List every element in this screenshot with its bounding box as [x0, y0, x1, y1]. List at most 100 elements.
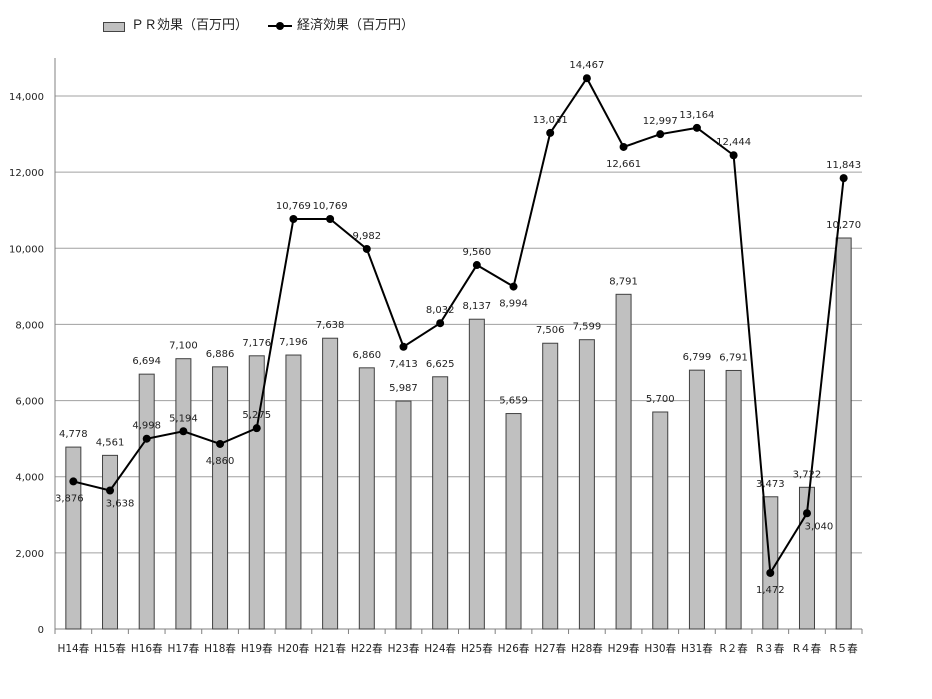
line-value-label: 13,031: [533, 115, 568, 126]
line-point: [839, 174, 848, 183]
bar: [652, 411, 669, 630]
bar: [212, 366, 229, 630]
bar-value-label: 4,778: [59, 429, 88, 440]
x-tick-label: H25春: [461, 643, 493, 655]
bar-value-label: 8,791: [609, 276, 638, 287]
bar-value-label: 10,270: [826, 220, 861, 231]
bar: [395, 400, 412, 630]
bar: [798, 486, 815, 630]
x-tick-label: H29春: [608, 643, 640, 655]
x-tick-label: H31春: [681, 643, 713, 655]
line-point: [582, 74, 591, 83]
bar: [65, 446, 82, 630]
x-tick-label: H18春: [204, 643, 236, 655]
x-tick-label: H14春: [57, 643, 89, 655]
line-point: [252, 424, 261, 433]
bar-value-label: 6,791: [719, 352, 748, 363]
bar-value-label: 7,176: [242, 338, 271, 349]
line-value-label: 8,994: [499, 299, 528, 310]
line-point: [546, 128, 555, 137]
line-value-label: 3,638: [106, 498, 135, 509]
line-value-label: 12,444: [716, 137, 751, 148]
line-point: [326, 215, 335, 224]
bar-value-label: 5,700: [646, 394, 675, 405]
bar: [248, 355, 265, 630]
bar-value-label: 6,625: [426, 359, 455, 370]
line-point: [216, 439, 225, 448]
line-point: [436, 319, 445, 328]
bar-value-label: 6,799: [683, 352, 712, 363]
bar: [468, 318, 485, 630]
line-value-label: 12,997: [643, 116, 678, 127]
legend-label-economic-effect: 経済効果（百万円）: [297, 18, 415, 33]
y-tick-label: 4,000: [15, 473, 44, 484]
line-point: [289, 215, 298, 224]
line-value-label: 1,472: [756, 585, 785, 596]
line-value-label: 12,661: [606, 159, 641, 170]
line-value-label: 9,560: [463, 247, 492, 258]
legend: ＰＲ効果（百万円） 経済効果（百万円）: [0, 0, 932, 50]
line-value-label: 7,413: [389, 359, 418, 370]
bar: [322, 337, 339, 630]
line-point: [619, 142, 628, 151]
x-tick-label: R５春: [830, 643, 859, 655]
line-value-label: 4,998: [132, 421, 161, 432]
bar-value-label: 7,638: [316, 320, 345, 331]
y-tick-label: 2,000: [15, 549, 44, 560]
line-point: [729, 151, 738, 160]
line-value-label: 13,164: [679, 110, 714, 121]
bar: [725, 369, 742, 630]
line-value-label: 14,467: [569, 60, 604, 71]
bar: [542, 342, 559, 630]
line-point: [802, 509, 811, 518]
x-tick-label: H27春: [534, 643, 566, 655]
bar: [138, 373, 155, 630]
line-point: [399, 342, 408, 351]
line-value-label: 5,275: [242, 410, 271, 421]
legend-bar-swatch: [103, 22, 125, 32]
bar-value-label: 8,137: [463, 301, 492, 312]
line-point: [69, 477, 78, 486]
x-tick-label: H15春: [94, 643, 126, 655]
bar-value-label: 5,987: [389, 383, 418, 394]
line-value-label: 5,194: [169, 413, 198, 424]
line-value-label: 9,982: [352, 231, 381, 242]
bar: [688, 369, 705, 630]
bar-value-label: 6,694: [132, 356, 161, 367]
y-tick-label: 6,000: [15, 397, 44, 408]
line-value-label: 10,769: [276, 201, 311, 212]
bar-value-label: 6,860: [352, 350, 381, 361]
legend-label-pr-effect: ＰＲ効果（百万円）: [131, 18, 249, 33]
bar: [102, 454, 119, 630]
x-tick-label: H26春: [498, 643, 530, 655]
x-tick-label: H20春: [278, 643, 310, 655]
y-tick-label: 14,000: [9, 92, 44, 103]
y-tick-label: 0: [38, 625, 44, 636]
x-tick-label: H22春: [351, 643, 383, 655]
bar-value-label: 7,599: [573, 322, 602, 333]
bar: [835, 237, 852, 630]
x-tick-label: R２春: [719, 643, 748, 655]
y-tick-label: 8,000: [15, 320, 44, 331]
bar-value-label: 4,561: [96, 437, 125, 448]
x-tick-label: H16春: [131, 643, 163, 655]
line-value-label: 11,843: [826, 160, 861, 171]
x-tick-label: H23春: [388, 643, 420, 655]
x-tick-label: H28春: [571, 643, 603, 655]
x-tick-label: H17春: [168, 643, 200, 655]
x-tick-label: H24春: [424, 643, 456, 655]
bar-value-label: 7,100: [169, 341, 198, 352]
x-tick-label: R３春: [756, 643, 785, 655]
line-value-label: 3,876: [55, 493, 84, 504]
bar: [175, 358, 192, 630]
x-tick-label: R４春: [793, 643, 822, 655]
legend-marker-swatch: [276, 22, 284, 30]
line-value-label: 3,040: [805, 521, 834, 532]
y-tick-label: 12,000: [9, 168, 44, 179]
bar: [432, 376, 449, 630]
line-point: [656, 130, 665, 139]
x-tick-label: H30春: [644, 643, 676, 655]
bar-value-label: 5,659: [499, 396, 528, 407]
line-point: [179, 427, 188, 436]
